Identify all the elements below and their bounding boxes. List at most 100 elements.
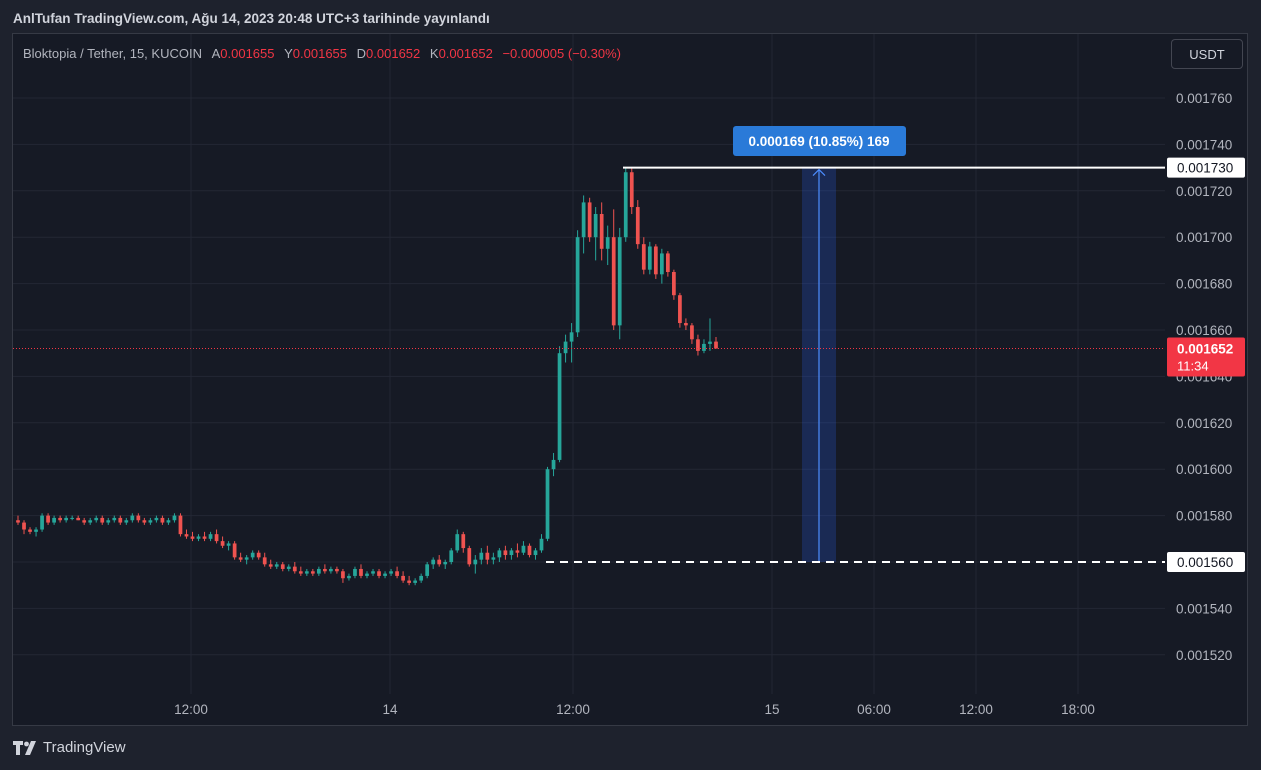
candle-body bbox=[503, 550, 508, 556]
candle bbox=[659, 248, 664, 284]
candle-body bbox=[419, 575, 424, 581]
candle bbox=[425, 562, 430, 579]
price-tick-label: 0.001620 bbox=[1176, 416, 1232, 431]
candle bbox=[383, 571, 387, 579]
measure-low-price-label-box bbox=[1167, 552, 1245, 572]
price-axis[interactable]: 0.001760 0.001740 0.001720 0.001700 0.001680… bbox=[1167, 91, 1245, 663]
candle-body bbox=[575, 237, 580, 333]
time-axis[interactable]: 12:00 14 12:00 15 06:00 12:00 18:00 bbox=[174, 702, 1095, 717]
candle bbox=[304, 568, 309, 576]
price-tick-label: 0.001520 bbox=[1176, 648, 1232, 663]
candle bbox=[371, 568, 375, 576]
candle bbox=[587, 197, 592, 242]
candle-body bbox=[696, 339, 700, 351]
candle-body bbox=[431, 559, 436, 565]
candle-body bbox=[539, 538, 544, 551]
candle bbox=[503, 545, 508, 560]
candle bbox=[208, 531, 213, 542]
candle bbox=[599, 202, 604, 261]
measure-high-price-label: 0.001730 bbox=[1177, 161, 1233, 176]
time-tick-label: 12:00 bbox=[174, 702, 208, 717]
candle-body bbox=[623, 172, 628, 238]
candle-body bbox=[413, 580, 418, 583]
candle bbox=[52, 515, 56, 525]
candle-body bbox=[172, 515, 177, 521]
candle bbox=[702, 339, 706, 354]
price-tick-label: 0.001760 bbox=[1176, 91, 1232, 106]
candle bbox=[557, 346, 562, 463]
candle-body bbox=[455, 534, 460, 551]
candle bbox=[148, 517, 153, 525]
candle bbox=[40, 513, 44, 532]
candle-body bbox=[485, 552, 490, 560]
price-tick-label: 0.001720 bbox=[1176, 184, 1232, 199]
candle bbox=[70, 515, 75, 521]
candle-body bbox=[569, 332, 574, 342]
candle-body bbox=[178, 515, 183, 535]
candle-body bbox=[617, 237, 622, 326]
candle-body bbox=[365, 573, 369, 576]
candle bbox=[473, 555, 478, 574]
candle bbox=[708, 318, 712, 351]
candle-body bbox=[383, 573, 387, 576]
candle bbox=[539, 534, 544, 553]
candle bbox=[509, 548, 514, 560]
candle-body bbox=[40, 515, 44, 530]
grid bbox=[13, 34, 1165, 694]
measure-tool[interactable]: 0.000169 (10.85%) 169 bbox=[733, 126, 906, 562]
candle-body bbox=[22, 522, 26, 530]
candle-body bbox=[94, 517, 99, 521]
candle-body bbox=[88, 520, 93, 523]
currency-button[interactable]: USDT bbox=[1171, 39, 1243, 69]
symbol-label[interactable]: Bloktopia / Tether, 15, KUCOIN bbox=[23, 46, 202, 61]
candle-body bbox=[292, 566, 297, 572]
candle bbox=[232, 541, 237, 560]
candle bbox=[184, 529, 189, 539]
candle-body bbox=[581, 202, 586, 238]
candle bbox=[178, 513, 183, 537]
measure-arrow-head-icon bbox=[812, 168, 826, 177]
time-tick-label: 12:00 bbox=[556, 702, 590, 717]
candle-body bbox=[244, 557, 249, 560]
price-tick-label: 0.001680 bbox=[1176, 277, 1232, 292]
candle bbox=[497, 548, 502, 562]
tradingview-brand[interactable]: TradingView bbox=[13, 739, 126, 756]
candle bbox=[106, 517, 111, 525]
candle bbox=[353, 566, 357, 579]
candle bbox=[118, 515, 123, 525]
candle bbox=[58, 515, 62, 523]
last-price-label: 0.001652 bbox=[1177, 342, 1233, 357]
candle-body bbox=[28, 529, 32, 532]
candle bbox=[545, 466, 550, 542]
price-tick-label: 0.001660 bbox=[1176, 323, 1232, 338]
candle-body bbox=[323, 568, 327, 572]
candle bbox=[527, 543, 532, 558]
candle-body bbox=[690, 325, 694, 340]
candle bbox=[268, 559, 273, 569]
candle bbox=[696, 334, 700, 356]
candle-body bbox=[232, 543, 237, 558]
candle bbox=[34, 527, 38, 537]
candle bbox=[341, 568, 345, 583]
candle bbox=[256, 550, 261, 560]
chart-frame[interactable] bbox=[12, 33, 1248, 726]
candle bbox=[641, 237, 646, 275]
candle bbox=[389, 568, 393, 576]
candle-body bbox=[190, 536, 195, 539]
candle bbox=[593, 207, 598, 261]
candle-body bbox=[629, 172, 634, 208]
low-label: D bbox=[356, 46, 367, 61]
candle-body bbox=[34, 529, 38, 532]
candle-body bbox=[461, 534, 466, 549]
candle bbox=[569, 323, 574, 363]
price-tick-label: 0.001580 bbox=[1176, 509, 1232, 524]
candle bbox=[533, 548, 538, 560]
candle bbox=[611, 209, 616, 330]
time-tick-label: 06:00 bbox=[857, 702, 891, 717]
candle-body bbox=[262, 557, 267, 565]
candle-body bbox=[46, 515, 50, 523]
candle bbox=[82, 517, 87, 525]
candle-body bbox=[202, 536, 207, 539]
candle bbox=[629, 167, 634, 214]
